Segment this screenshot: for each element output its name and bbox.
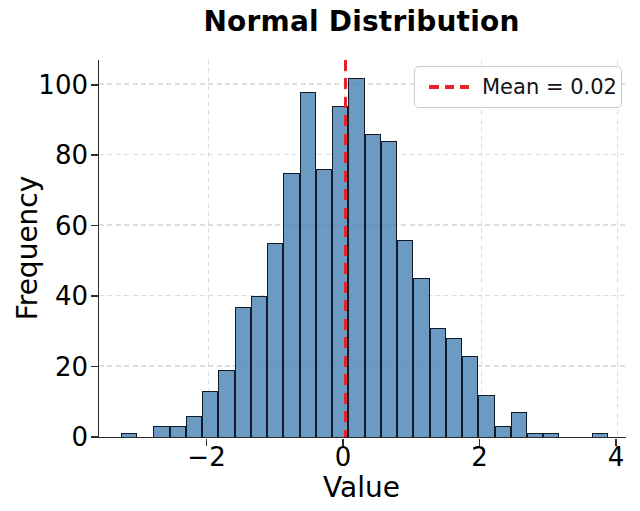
histogram-bar bbox=[543, 433, 559, 437]
x-tick-label: −2 bbox=[162, 444, 252, 470]
histogram-bar bbox=[365, 134, 381, 437]
red-dashed-line-icon bbox=[429, 85, 469, 88]
histogram-bar bbox=[430, 328, 446, 437]
y-tick-label: 0 bbox=[0, 424, 88, 450]
x-axis-label: Value bbox=[98, 471, 625, 504]
y-tick-label: 20 bbox=[0, 354, 88, 380]
histogram-bar bbox=[592, 433, 608, 437]
chart-title: Normal Distribution bbox=[98, 5, 625, 38]
y-tick-mark bbox=[91, 84, 98, 86]
histogram-bar bbox=[413, 278, 429, 437]
histogram-bar bbox=[283, 173, 299, 437]
y-tick-mark bbox=[91, 225, 98, 227]
y-tick-mark bbox=[91, 436, 98, 438]
histogram-bar bbox=[251, 296, 267, 437]
histogram-bar bbox=[446, 338, 462, 437]
histogram-bar bbox=[170, 426, 186, 437]
histogram-bar bbox=[348, 78, 364, 437]
x-tick-label: 0 bbox=[298, 444, 388, 470]
y-tick-mark bbox=[91, 366, 98, 368]
histogram-bar bbox=[267, 243, 283, 437]
histogram-bar bbox=[527, 433, 543, 437]
histogram-bar bbox=[235, 307, 251, 437]
x-gridline bbox=[481, 60, 482, 437]
x-tick-label: 4 bbox=[571, 444, 640, 470]
y-tick-label: 40 bbox=[0, 283, 88, 309]
histogram-bar bbox=[397, 240, 413, 437]
histogram-bar bbox=[153, 426, 169, 437]
legend-label: Mean = 0.02 bbox=[482, 75, 617, 99]
y-tick-label: 100 bbox=[0, 72, 88, 98]
histogram-bar bbox=[495, 426, 511, 437]
histogram-bar bbox=[121, 433, 137, 437]
histogram-bar bbox=[462, 356, 478, 437]
x-tick-label: 2 bbox=[435, 444, 525, 470]
histogram-bar bbox=[316, 169, 332, 437]
histogram-bar bbox=[218, 370, 234, 437]
x-gridline bbox=[208, 60, 209, 437]
mean-line bbox=[344, 60, 347, 437]
histogram-bar bbox=[202, 391, 218, 437]
legend: Mean = 0.02 bbox=[414, 66, 622, 108]
y-tick-label: 60 bbox=[0, 213, 88, 239]
histogram-bar bbox=[478, 395, 494, 437]
histogram-bar bbox=[300, 92, 316, 437]
y-tick-label: 80 bbox=[0, 142, 88, 168]
x-gridline bbox=[617, 60, 618, 437]
y-tick-mark bbox=[91, 295, 98, 297]
figure: Normal Distribution Frequency Value Mean… bbox=[0, 0, 640, 511]
histogram-bar bbox=[381, 141, 397, 437]
histogram-bar bbox=[186, 416, 202, 437]
histogram-bar bbox=[511, 412, 527, 437]
y-tick-mark bbox=[91, 154, 98, 156]
plot-area bbox=[98, 60, 626, 438]
